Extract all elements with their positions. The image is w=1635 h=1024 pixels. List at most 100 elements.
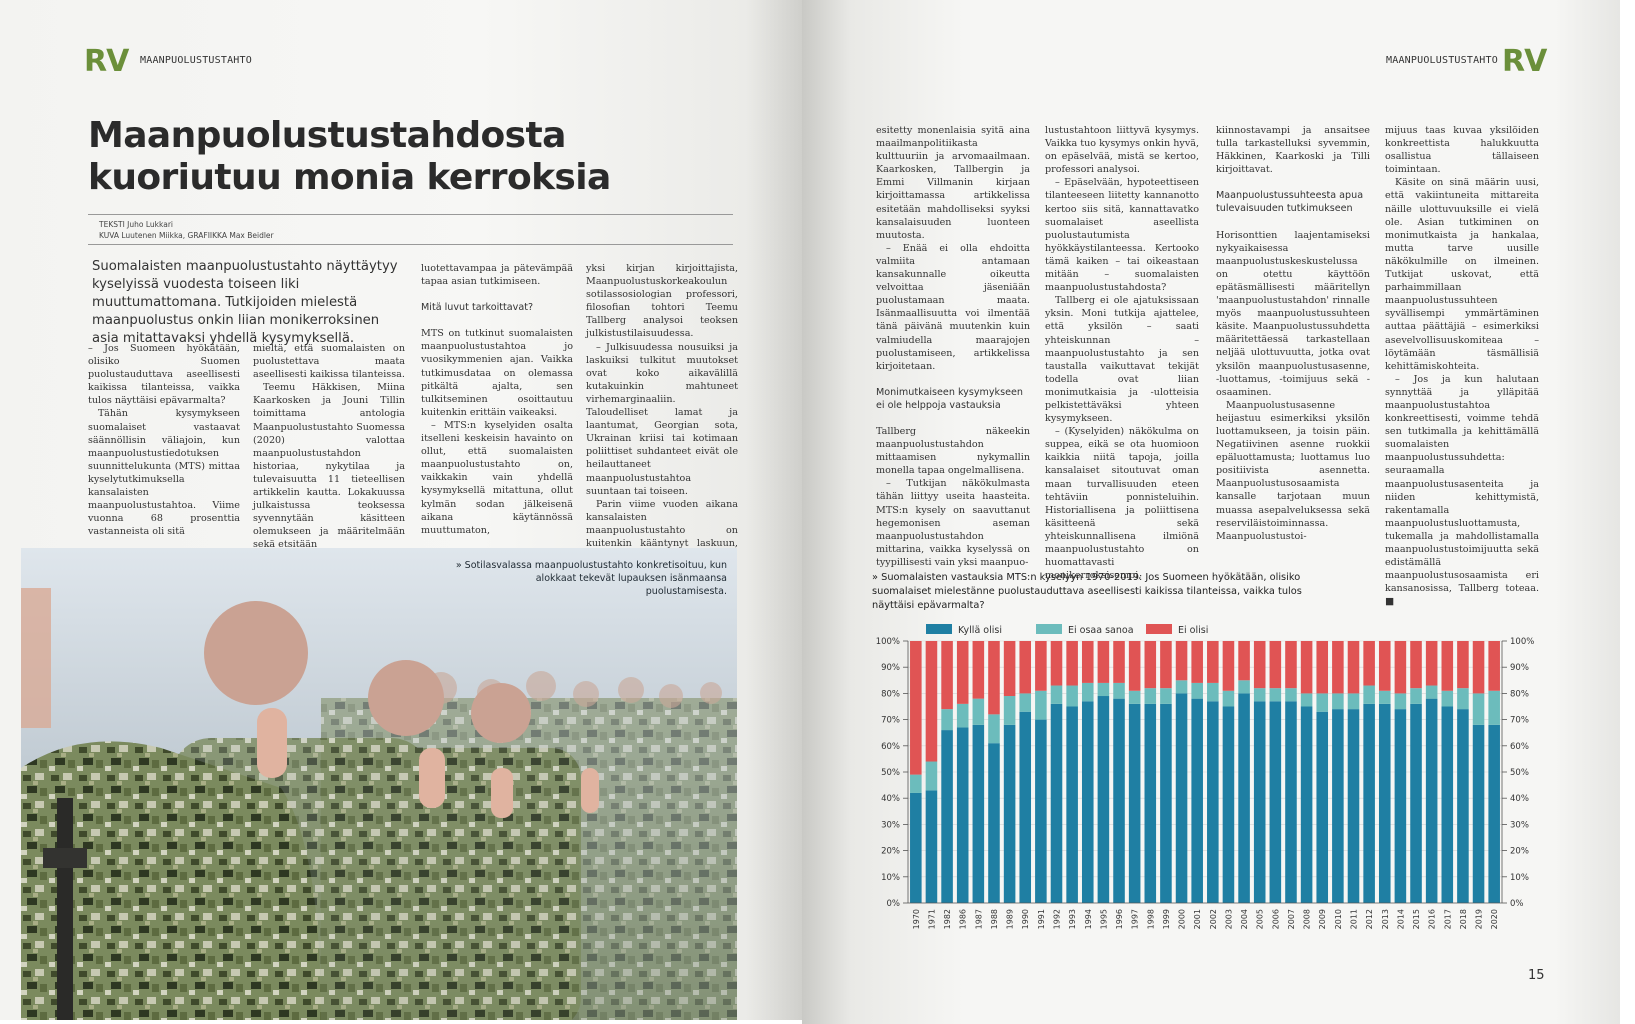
x-tick-label: 1982 <box>943 909 952 929</box>
x-tick-label: 2010 <box>1334 909 1343 929</box>
right-column-2: lustustahtoon liittyvä kysymys. Vaikka t… <box>1045 124 1199 582</box>
x-tick-label: 2012 <box>1365 909 1374 929</box>
right-col4-paragraph: – Jos ja kun halutaan synnyttää ja ylläp… <box>1385 373 1539 608</box>
bar-2016-0 <box>1425 698 1438 903</box>
right-column-1: esitetty monenlaisia syitä aina maailman… <box>876 124 1030 569</box>
bar-1987-0 <box>972 724 985 903</box>
credits-author: TEKSTI Juho Lukkari <box>99 220 173 229</box>
bar-1991-0 <box>1035 719 1047 903</box>
bar-2020-0 <box>1488 724 1500 903</box>
x-tick-label: 2013 <box>1381 909 1390 929</box>
y-tick-label-left: 80% <box>881 689 900 699</box>
bar-1998-0 <box>1144 703 1157 903</box>
bar-1998-2 <box>1144 641 1157 689</box>
legend-swatch-2 <box>1146 624 1172 634</box>
y-tick-label-right: 90% <box>1510 663 1529 673</box>
subheading-monimutkaiseen: Monimutkaiseen kysymykseen ei ole helppo… <box>876 386 1023 411</box>
bar-1982-0 <box>941 730 953 903</box>
x-tick-label: 2014 <box>1396 909 1405 929</box>
legend-swatch-1 <box>1036 624 1062 634</box>
bar-2020-2 <box>1488 641 1500 691</box>
bar-2000-0 <box>1175 693 1188 903</box>
x-tick-label: 2007 <box>1287 909 1296 929</box>
x-tick-label: 1990 <box>1021 909 1030 929</box>
bar-1994-1 <box>1081 682 1094 702</box>
bar-2015-2 <box>1410 641 1422 689</box>
x-tick-label: 1971 <box>927 909 936 929</box>
left-col4-paragraph: yksi kirjan kirjoittajista, Maanpuolustu… <box>586 263 738 340</box>
bar-2013-0 <box>1378 703 1391 903</box>
bar-1988-1 <box>988 714 1000 744</box>
x-tick-label: 1987 <box>974 909 983 929</box>
y-tick-label-right: 50% <box>1510 768 1529 778</box>
x-tick-label: 1970 <box>912 909 921 929</box>
y-tick-label-right: 100% <box>1510 637 1534 647</box>
bar-1989-0 <box>1003 724 1016 903</box>
bar-2017-2 <box>1441 641 1454 691</box>
bar-1990-0 <box>1019 711 1032 903</box>
right-col1-paragraph: – Enää ei olla ehdoitta valmiita antamaa… <box>876 242 1030 372</box>
left-col2-paragraph: mieltä, että suomalaisten on puolustetta… <box>253 343 405 381</box>
bar-2005-2 <box>1253 641 1266 689</box>
bar-2007-2 <box>1285 641 1297 689</box>
left-column-4: yksi kirjan kirjoittajista, Maanpuolustu… <box>586 262 738 563</box>
article-lead: Suomalaisten maanpuolustustahto näyttäyt… <box>92 259 398 346</box>
x-tick-label: 1997 <box>1131 909 1140 929</box>
x-tick-label: 2000 <box>1178 909 1187 929</box>
x-tick-label: 1992 <box>1053 909 1062 929</box>
x-tick-label: 1986 <box>959 909 968 929</box>
y-tick-label-left: 30% <box>881 820 900 830</box>
y-tick-label-left: 70% <box>881 716 900 726</box>
x-tick-label: 1996 <box>1115 909 1124 929</box>
section-label-right: MAANPUOLUSTUSTAHTO <box>1386 55 1498 66</box>
bar-2014-1 <box>1394 693 1407 710</box>
bar-2011-2 <box>1347 641 1360 694</box>
y-tick-label-left: 0% <box>887 899 901 909</box>
bar-1987-2 <box>972 641 985 699</box>
bar-1986-0 <box>956 727 969 903</box>
left-col3b-paragraph: – MTS:n kyselyiden osalta itselleni kesk… <box>421 419 573 536</box>
headline-line-2: kuoriutuu monia kerroksia <box>88 157 611 198</box>
right-col2-paragraph: – Epäselvään, hypoteettiseen tilanteesee… <box>1045 177 1199 294</box>
x-tick-label: 2019 <box>1475 909 1484 929</box>
bar-2010-1 <box>1332 693 1344 710</box>
bar-2018-1 <box>1457 688 1469 710</box>
y-tick-label-right: 80% <box>1510 689 1529 699</box>
x-tick-label: 2017 <box>1443 909 1452 929</box>
left-column-3: luotettavampaa ja pätevämpää tapaa asian… <box>421 262 573 537</box>
bar-2008-0 <box>1300 706 1313 903</box>
y-tick-label-right: 10% <box>1510 873 1529 883</box>
bar-2014-2 <box>1394 641 1407 694</box>
bar-1993-1 <box>1066 685 1078 707</box>
x-tick-label: 1999 <box>1162 909 1171 929</box>
x-tick-label: 2020 <box>1490 909 1499 929</box>
section-label: MAANPUOLUSTUSTAHTO <box>140 55 252 66</box>
credits-rule <box>88 244 733 245</box>
bar-2002-2 <box>1207 641 1219 683</box>
bar-2000-2 <box>1175 641 1188 681</box>
soldiers-oath-photo <box>21 548 737 1020</box>
bar-1992-0 <box>1050 703 1063 903</box>
headline-rule <box>88 214 733 215</box>
bar-1990-2 <box>1019 641 1032 694</box>
bar-2015-1 <box>1410 688 1422 704</box>
right-col4-paragraph: Käsite on sinä määrin uusi, että vakiint… <box>1385 177 1539 372</box>
bar-1971-2 <box>925 641 938 762</box>
bar-2020-1 <box>1488 690 1500 725</box>
bar-1986-2 <box>956 641 969 704</box>
bar-1999-0 <box>1160 703 1172 903</box>
bar-2019-1 <box>1472 693 1485 725</box>
bar-1991-1 <box>1035 690 1047 720</box>
x-tick-label: 2011 <box>1350 909 1359 929</box>
bar-2004-0 <box>1238 693 1250 903</box>
x-tick-label: 1995 <box>1099 909 1108 929</box>
subheading-mita-luvut: Mitä luvut tarkoittavat? <box>421 302 534 314</box>
y-tick-label-left: 20% <box>881 847 900 857</box>
photo-caption: » Sotilasvalassa maanpuolustustahto konk… <box>455 560 727 597</box>
x-tick-label: 2015 <box>1412 909 1421 929</box>
right-col1-paragraph: esitetty monenlaisia syitä aina maailman… <box>876 125 1030 241</box>
right-column-3: kiinnostavampi ja ansaitsee tulla tarkas… <box>1216 124 1370 543</box>
bar-2004-1 <box>1238 680 1250 694</box>
bar-2018-2 <box>1457 641 1469 689</box>
bar-2005-1 <box>1253 688 1266 702</box>
